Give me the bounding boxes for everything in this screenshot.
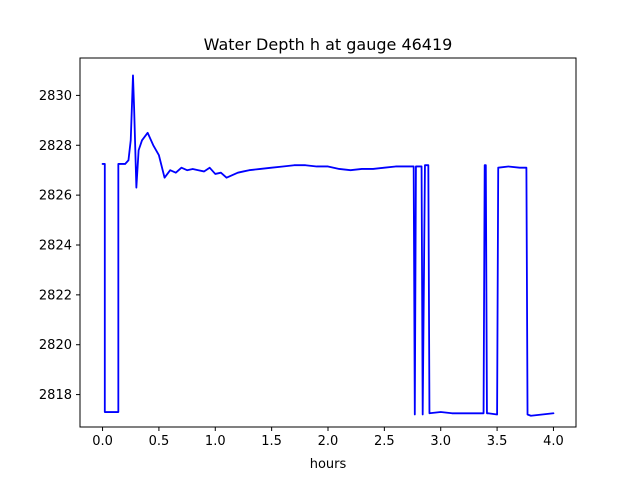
x-tick-label: 3.0 bbox=[430, 434, 451, 449]
y-tick-label: 2822 bbox=[39, 288, 72, 303]
series-layer bbox=[101, 74, 555, 417]
x-tick-label: 2.5 bbox=[374, 434, 395, 449]
y-tick-label: 2830 bbox=[39, 89, 72, 104]
x-axis-ticks: 0.0 0.5 1.0 1.5 2.0 2.5 3.0 3.5 4.0 bbox=[92, 427, 564, 449]
x-tick-label: 1.0 bbox=[205, 434, 226, 449]
y-tick-label: 2820 bbox=[39, 338, 72, 353]
y-tick-label: 2828 bbox=[39, 139, 72, 154]
x-tick-label: 0.5 bbox=[149, 434, 170, 449]
plot-frame bbox=[79, 57, 577, 428]
x-tick-label: 0.0 bbox=[92, 434, 113, 449]
x-tick-label: 4.0 bbox=[543, 434, 564, 449]
chart-title: Water Depth h at gauge 46419 bbox=[204, 35, 453, 54]
plot-area bbox=[80, 58, 576, 427]
y-tick-label: 2818 bbox=[39, 388, 72, 403]
x-tick-label: 2.0 bbox=[318, 434, 339, 449]
x-axis-label: hours bbox=[310, 457, 347, 472]
x-tick-label: 3.5 bbox=[487, 434, 508, 449]
y-tick-label: 2826 bbox=[39, 189, 72, 204]
y-tick-label: 2824 bbox=[39, 238, 72, 253]
y-axis-ticks: 2818 2820 2822 2824 2826 2828 2830 bbox=[39, 89, 80, 403]
x-tick-label: 1.5 bbox=[261, 434, 282, 449]
series-line-0 bbox=[101, 74, 555, 417]
